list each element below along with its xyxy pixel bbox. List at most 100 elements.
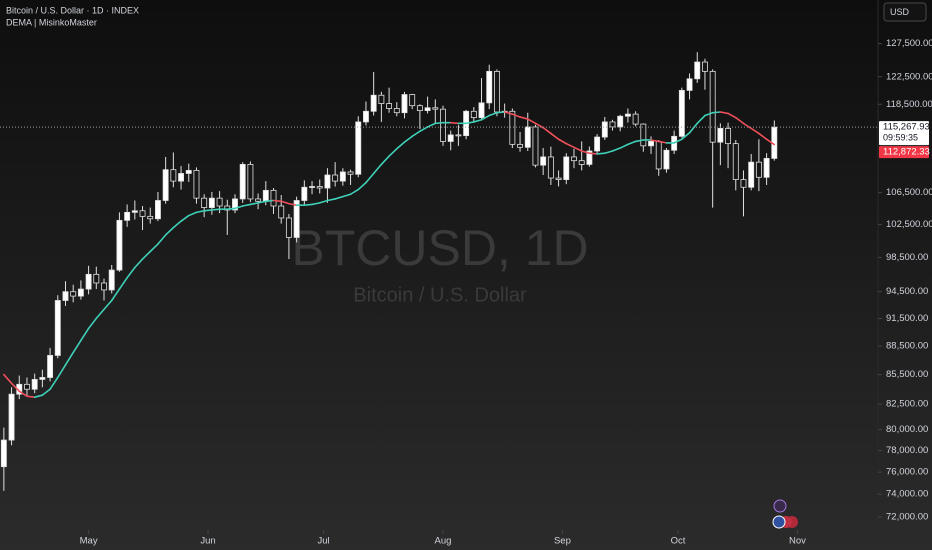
- dema-segment: [503, 111, 514, 115]
- candle-body: [424, 107, 431, 111]
- dema-segment: [365, 172, 375, 184]
- candle-body: [54, 300, 61, 356]
- dema-segment: [249, 202, 259, 206]
- watermark: BTCUSD, 1D Bitcoin / U.S. Dollar: [291, 220, 588, 306]
- y-tick-label: 118,500.00: [886, 99, 932, 110]
- candle-body: [702, 61, 708, 72]
- dema-segment: [411, 130, 421, 138]
- candle-body: [208, 197, 215, 209]
- y-tick-label: 78,000.00: [886, 445, 928, 456]
- dema-segment: [542, 126, 552, 135]
- dema-segment: [650, 139, 660, 143]
- candle-body: [131, 210, 138, 213]
- candle-body: [694, 61, 701, 80]
- dema-segment: [611, 147, 622, 152]
- candle-body: [740, 179, 747, 188]
- x-tick-label: May: [80, 536, 98, 547]
- y-tick-label: 98,500.00: [886, 252, 928, 263]
- candle-body: [285, 217, 292, 238]
- dema-segment: [588, 152, 598, 155]
- dema-segment: [126, 266, 136, 279]
- y-tick-label: 85,500.00: [886, 369, 928, 380]
- dema-segment: [326, 198, 336, 202]
- dema-segment: [234, 205, 244, 210]
- dema-segment: [380, 155, 390, 166]
- dema-segment: [318, 199, 329, 204]
- dema-segment: [765, 138, 776, 146]
- event-icon: [773, 499, 787, 513]
- dema-segment: [87, 317, 98, 330]
- dema-segment: [56, 364, 67, 379]
- y-tick-label: 76,000.00: [886, 467, 928, 478]
- candle-body: [0, 439, 7, 468]
- dema-segment: [519, 116, 529, 120]
- candle-body: [324, 174, 331, 189]
- x-tick-label: Oct: [671, 536, 686, 547]
- dema-segment: [3, 373, 13, 385]
- candle-body: [347, 171, 354, 175]
- candle-body: [309, 186, 315, 188]
- candle-body: [185, 170, 192, 174]
- candle-body: [39, 377, 46, 380]
- dema-segment: [372, 163, 383, 175]
- price-label: 115,267.93: [883, 122, 930, 133]
- dema-segment: [241, 203, 252, 207]
- dema-segment: [134, 258, 144, 269]
- dema-segment: [681, 131, 691, 141]
- candle-body: [540, 156, 547, 166]
- dema-segment: [711, 111, 722, 114]
- y-tick-label: 72,000.00: [886, 511, 928, 522]
- dema-segment: [534, 122, 544, 129]
- dema-segment: [64, 351, 74, 366]
- x-tick-label: Nov: [789, 536, 806, 547]
- dema-segment: [627, 140, 637, 146]
- candle-body: [278, 205, 285, 219]
- candle-body: [293, 200, 300, 238]
- dema-segment: [118, 276, 128, 290]
- dema-segment: [657, 140, 668, 144]
- candle-body: [116, 219, 123, 271]
- candle-body: [332, 174, 339, 182]
- event-icons: [772, 499, 798, 529]
- dema-segment: [95, 308, 105, 320]
- candle-body: [108, 269, 115, 291]
- y-tick-label: 91,500.00: [886, 313, 928, 324]
- x-tick-label: Aug: [435, 536, 452, 547]
- candle-body: [601, 121, 608, 138]
- dema-segment: [195, 209, 205, 214]
- x-tick-label: Jul: [318, 536, 330, 547]
- dema-segment: [18, 390, 28, 397]
- candle-body: [93, 273, 100, 284]
- candle-body: [239, 164, 246, 200]
- candle-body: [748, 161, 755, 188]
- candle-body: [493, 70, 500, 113]
- candle-body: [517, 143, 523, 148]
- candle-body: [532, 126, 539, 166]
- dema-segment: [511, 113, 521, 118]
- candle-body: [432, 107, 439, 110]
- currency-label[interactable]: USD: [890, 7, 910, 17]
- candle-body: [586, 150, 593, 165]
- candle-body: [386, 103, 393, 109]
- dema-segment: [550, 132, 560, 141]
- candle-body: [193, 170, 200, 199]
- candle-body: [201, 197, 208, 209]
- dema-segment: [257, 200, 267, 204]
- dema-segment: [80, 327, 90, 342]
- candle-body: [232, 198, 238, 211]
- dema-segment: [49, 376, 59, 391]
- candle-body: [470, 110, 477, 119]
- candle-body: [255, 198, 262, 202]
- candle-body: [524, 126, 531, 148]
- candle-body: [640, 123, 647, 147]
- candle-body: [355, 121, 362, 175]
- candle-body: [247, 164, 254, 200]
- dema-segment: [496, 111, 506, 114]
- candle-body: [571, 156, 577, 162]
- candle-body: [678, 90, 685, 137]
- price-label: 112,872.33: [883, 147, 930, 158]
- dema-segment: [526, 118, 537, 125]
- candle-body: [216, 197, 223, 207]
- currency-button[interactable]: [883, 2, 927, 22]
